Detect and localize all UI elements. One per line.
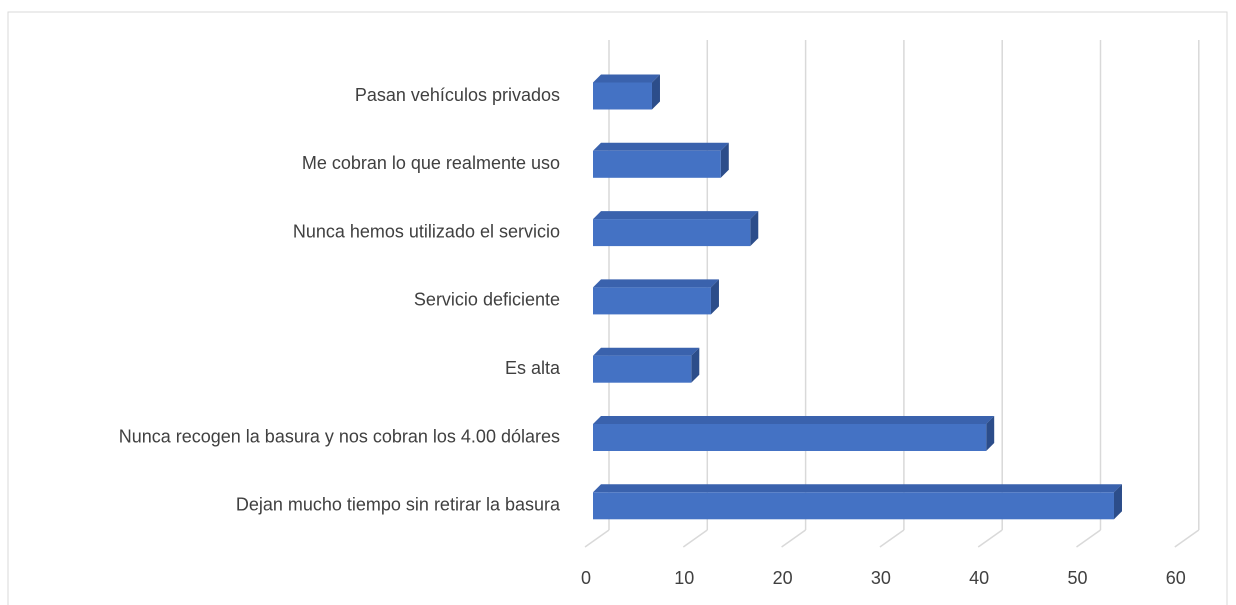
x-tick-label: 60 (1166, 568, 1186, 588)
bar-side (750, 211, 759, 247)
y-tick-label: Pasan vehículos privados (355, 85, 560, 105)
bar-top (593, 211, 759, 220)
x-tick-label: 20 (773, 568, 793, 588)
bar-side (651, 74, 660, 110)
y-tick-label: Nunca recogen la basura y nos cobran los… (119, 426, 560, 446)
bar-side (1113, 484, 1122, 520)
x-tick-label: 50 (1067, 568, 1087, 588)
floor-line (682, 529, 708, 548)
x-tick-label: 10 (674, 568, 694, 588)
bar-top (593, 279, 719, 288)
bar-side (710, 279, 719, 315)
y-tick-label: Nunca hemos utilizado el servicio (293, 221, 560, 241)
floor-line (781, 529, 807, 548)
bar (593, 355, 692, 383)
bar-top (593, 142, 729, 151)
bar-top (593, 74, 660, 83)
x-tick-label: 40 (969, 568, 989, 588)
y-tick-label: Servicio deficiente (414, 290, 560, 310)
y-tick-label: Dejan mucho tiempo sin retirar la basura (236, 495, 561, 515)
bar (593, 219, 751, 247)
bar-top (593, 416, 995, 424)
floor-line (584, 529, 610, 548)
floor-line (879, 529, 905, 548)
floor-line (1076, 529, 1101, 548)
floor-line (977, 529, 1003, 548)
bar (593, 82, 652, 110)
x-tick-label: 30 (871, 568, 891, 588)
bar (593, 150, 721, 178)
bar (593, 424, 987, 451)
y-tick-label: Me cobran lo que realmente uso (302, 153, 560, 173)
floor-line (1174, 529, 1200, 548)
bar-side (986, 416, 995, 451)
bar-side (720, 142, 729, 178)
y-tick-label: Es alta (505, 358, 561, 378)
bar (593, 287, 711, 315)
bar (593, 492, 1114, 520)
bar-side (691, 347, 700, 383)
bar-top (593, 347, 700, 356)
bar-top (593, 484, 1122, 493)
x-tick-label: 0 (581, 568, 591, 588)
